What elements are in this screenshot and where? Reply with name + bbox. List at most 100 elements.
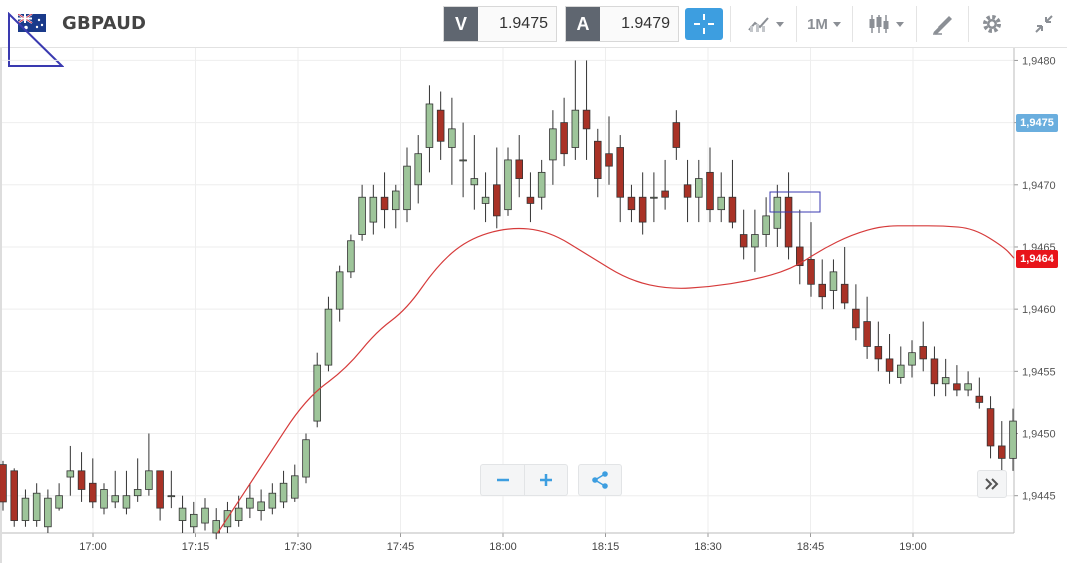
candle-body [156,470,164,509]
candle [257,489,265,521]
indicators-icon [747,17,769,32]
candle [964,371,972,397]
candle-body [672,122,681,148]
candle-body [986,408,995,447]
candle [156,470,164,521]
candle [829,259,838,310]
candle-body [268,492,277,509]
candle [122,470,131,515]
zoom-out-button[interactable] [481,465,524,495]
x-tick-label: 18:15 [592,541,620,553]
candle [840,246,849,310]
draw-tools-button[interactable] [922,6,962,42]
candle-body [975,395,984,403]
candle-body [908,352,916,366]
candle [358,184,366,241]
candle [751,209,759,272]
zoom-controls [480,464,568,496]
candle-body [695,178,703,198]
y-tick-label: 1,9480 [1022,55,1056,67]
candle-body [44,497,52,528]
candle-body [807,259,815,285]
candle-body [885,358,894,372]
candle [324,296,333,372]
timeframe-selector[interactable]: 1M [802,6,846,42]
x-tick-label: 17:30 [284,541,312,553]
pencil-icon [931,16,952,35]
candle [627,184,636,223]
collapse-button[interactable] [1026,6,1062,42]
drawing-tool-triangle-icon[interactable] [8,12,64,68]
candle-body [515,159,523,179]
candle [21,489,30,527]
candle [167,470,176,509]
candle-body [313,364,321,422]
candle-body [751,234,759,248]
candle [212,508,220,540]
candle [953,365,961,397]
candle-body [930,358,939,385]
ask-price-box[interactable]: A 1.9479 [565,6,679,42]
crosshair-button[interactable] [685,8,723,40]
candle-body [683,184,692,198]
candle [246,483,254,519]
candle-body [627,196,636,211]
candle [55,483,63,511]
candle-body [10,470,18,521]
candle [773,184,782,247]
candle-body [448,128,456,148]
candle-body [874,346,883,360]
candle-body [863,321,871,347]
candle-body [638,196,647,223]
candle [313,352,321,428]
candle-body [66,470,75,478]
zoom-in-button[interactable] [524,465,567,495]
candle [493,147,501,229]
candle-body [661,190,669,198]
ask-price: 1.9479 [621,15,670,32]
settings-button[interactable] [974,6,1010,42]
candle [571,60,580,160]
scroll-to-latest-button[interactable] [977,470,1007,498]
candle [178,495,187,533]
bid-tag: V [444,7,478,41]
indicators-button[interactable] [740,6,790,42]
candle-body [728,196,737,223]
x-tick-label: 17:00 [79,541,107,553]
candle-body [122,495,131,509]
crosshair-icon [694,14,714,34]
chart-type-button[interactable] [860,6,910,42]
toolbar-separator [852,6,853,42]
candle-body [852,308,860,329]
share-button[interactable] [578,464,622,496]
minus-icon [496,478,509,482]
candle [89,458,97,509]
price-chart[interactable]: 1,94801,94751,94701,94651,94601,94551,94… [0,48,1067,563]
candle-body [717,196,725,211]
candle-body [145,470,153,490]
candle [347,234,355,279]
candle-body [582,109,591,130]
moving-average-line [217,225,1015,534]
selection-rectangle [769,191,821,213]
candle-body [291,475,299,499]
candle-body [964,383,972,391]
current-ask-price-label: 1,9475 [1016,113,1058,132]
instrument-symbol[interactable]: GBPAUD [62,13,147,34]
candle [594,128,602,198]
candle [190,501,198,533]
candle [425,85,434,173]
candle [874,321,883,372]
candle [414,135,422,204]
candle-body [212,520,220,534]
candle-body [392,190,400,211]
bid-price: 1.9475 [499,15,548,32]
bid-price-box[interactable]: V 1.9475 [443,6,557,42]
candle-body [796,246,804,267]
candle-body [21,497,30,521]
candle [1009,408,1017,471]
candle-body [246,497,254,509]
candle-body [190,513,198,528]
candle [459,122,467,198]
candle [66,445,75,496]
